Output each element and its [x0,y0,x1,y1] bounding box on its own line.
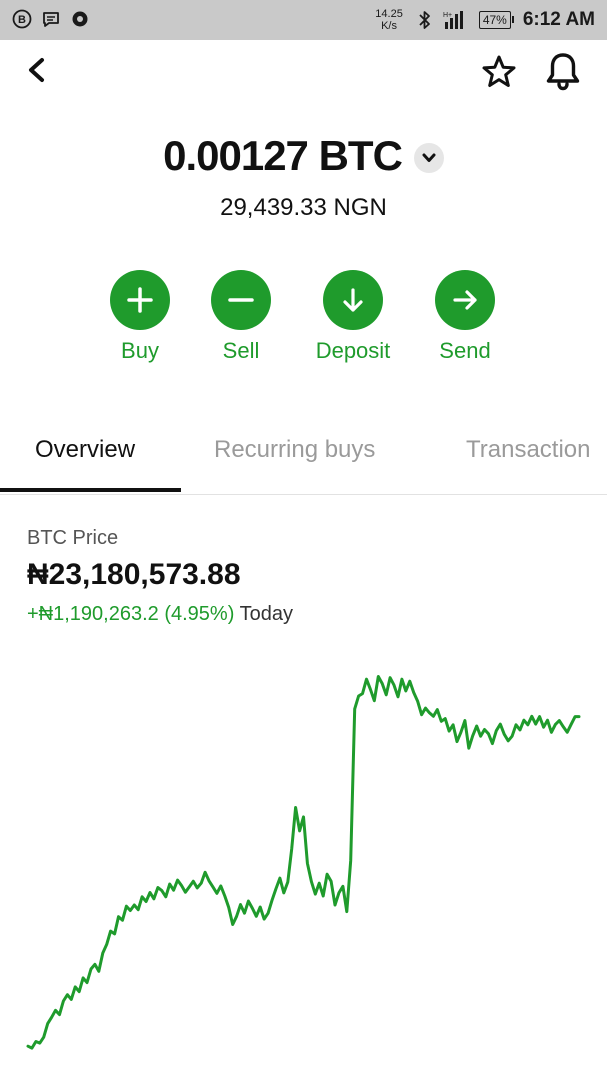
send-label: Send [439,338,491,363]
price-label: BTC Price [27,527,119,549]
price-value: ₦23,180,573.88 [27,558,241,591]
send-button[interactable]: Send [415,270,515,364]
crypto-balance: 0.00127 BTC [163,132,403,179]
bluetooth-icon [419,11,430,29]
chat-app-icon [72,11,88,27]
signal-icon: H+ [443,11,463,29]
network-speed-value: 14.25 [375,8,403,20]
system-indicators: 14.25 K/s H+ 47% 6:12 AM [375,5,595,35]
status-time: 6:12 AM [522,9,595,30]
svg-text:B: B [18,14,26,26]
network-speed: 14.25 K/s [375,8,403,32]
battery-indicator: 47% [478,11,514,29]
deposit-button-circle[interactable] [323,270,383,330]
fiat-balance: 29,439.33 NGN [220,194,387,221]
tab-transactions[interactable]: Transaction [466,436,591,463]
price-change-amount: +₦1,190,263.2 (4.95%) [27,603,235,625]
chevron-down-icon [422,153,436,162]
tab-overview[interactable]: Overview [35,436,136,463]
arrow-down-icon [343,288,363,312]
favorite-button[interactable] [480,53,518,91]
svg-text:H+: H+ [443,12,452,19]
price-change-period: Today [239,603,293,625]
active-tab-indicator [0,488,181,492]
deposit-button[interactable]: Deposit [303,270,403,364]
buy-button-circle[interactable] [110,270,170,330]
chevron-left-icon [29,58,44,82]
deposit-label: Deposit [315,338,391,363]
price-change: +₦1,190,263.2 (4.95%) Today [27,603,293,626]
minus-icon [228,298,254,302]
currency-dropdown-button[interactable] [413,143,444,173]
sell-button-circle[interactable] [211,270,271,330]
tab-bar: Overview Recurring buys Transaction [0,428,607,495]
plus-icon [127,287,153,313]
price-line [26,675,581,1050]
message-icon [43,12,59,27]
notification-icons: B [12,9,90,29]
status-bar: B 14.25 K/s H+ 47% 6:12 AM [0,0,607,40]
price-chart[interactable] [0,640,607,1080]
network-speed-unit: K/s [381,20,397,32]
balance-row: 0.00127 BTC [0,128,607,184]
price-alert-button[interactable] [543,50,583,92]
star-icon [482,55,516,87]
buy-label: Buy [121,338,159,363]
tab-recurring-buys[interactable]: Recurring buys [214,436,376,463]
bell-icon [546,53,580,91]
back-button[interactable] [20,52,56,88]
send-button-circle[interactable] [435,270,495,330]
sell-button[interactable]: Sell [191,270,291,364]
b-app-icon: B [12,9,32,29]
action-buttons: Buy Sell Deposit Send [0,270,607,370]
buy-button[interactable]: Buy [90,270,190,364]
sell-label: Sell [222,338,260,363]
arrow-right-icon [453,290,477,310]
